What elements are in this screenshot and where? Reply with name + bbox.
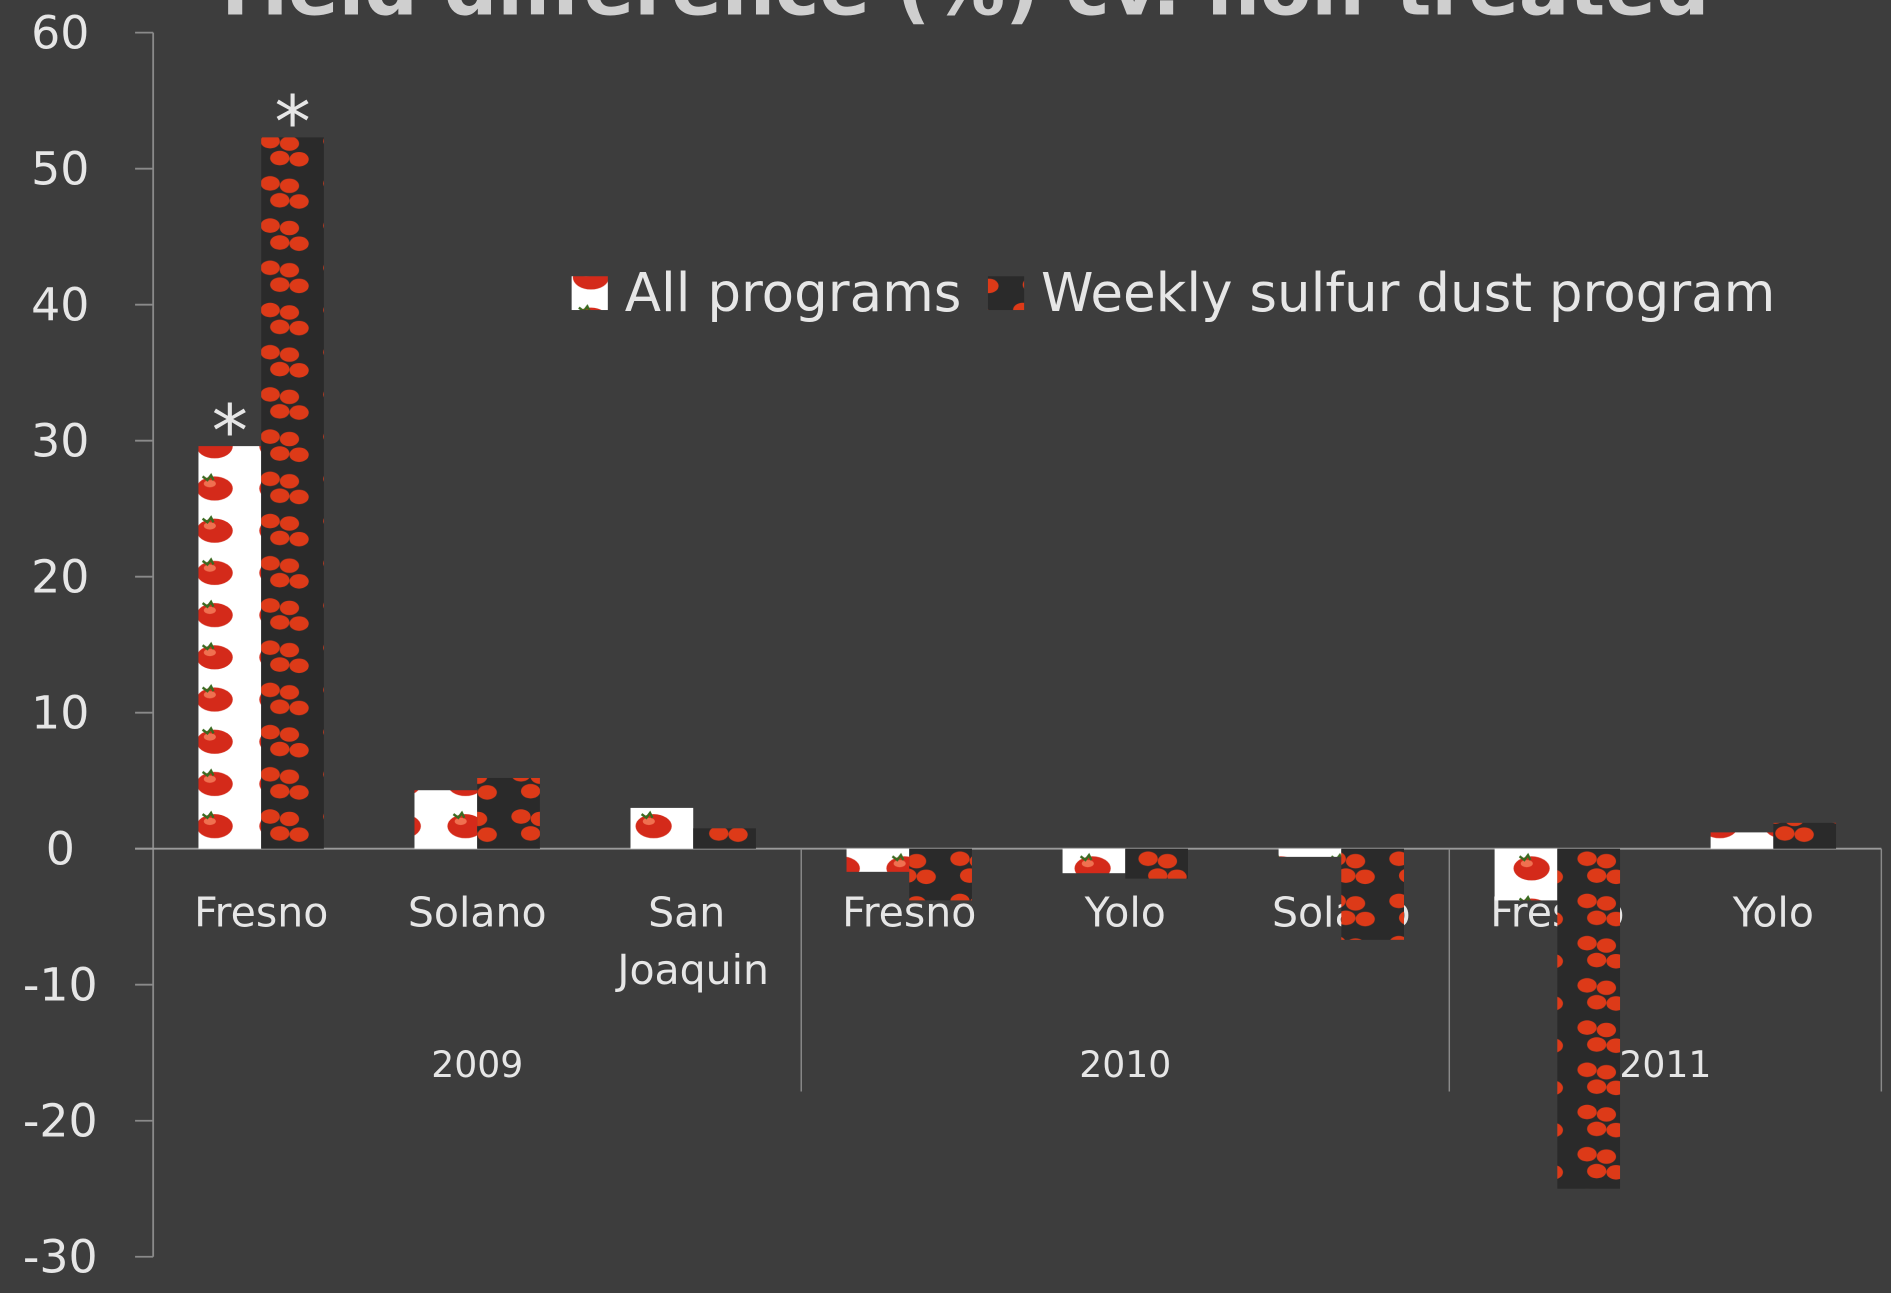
x-tick-label: San Joaquin (614, 888, 769, 994)
legend-swatch (572, 276, 608, 310)
bar (261, 137, 324, 848)
chart: Yield difference (%) cv. non-treated -30… (0, 0, 1891, 1293)
x-tick-label: Yolo (1732, 888, 1814, 936)
bar (693, 828, 756, 848)
bar (1495, 849, 1558, 901)
bar (1063, 849, 1126, 873)
bar (477, 778, 540, 849)
y-tick-label: 60 (31, 5, 89, 59)
y-tick-label: 50 (31, 141, 89, 195)
bar (631, 808, 694, 849)
bar (1773, 823, 1836, 849)
group-label: 2011 (1619, 1043, 1711, 1086)
bar (1341, 849, 1404, 940)
bar (1279, 849, 1342, 857)
y-tick-label: -20 (23, 1093, 98, 1147)
y-tick-label: 40 (31, 277, 89, 331)
x-tick-label: Solano (408, 888, 547, 936)
y-tick-label: -10 (23, 957, 98, 1011)
y-tick-label: 10 (31, 685, 89, 739)
chart-title: Yield difference (%) cv. non-treated (207, 0, 1709, 33)
page: {"chart_data": { "type": "bar", "title":… (0, 0, 1891, 1293)
y-tick-label: 20 (31, 549, 89, 603)
bar (1711, 832, 1774, 848)
bar (414, 790, 477, 848)
bar (1557, 849, 1620, 1189)
group-label: 2010 (1079, 1043, 1171, 1086)
bar (1125, 849, 1188, 879)
bar (198, 446, 261, 849)
legend-label: All programs (625, 262, 962, 324)
y-tick-label: 0 (46, 821, 75, 875)
y-tick-label: -30 (23, 1229, 98, 1283)
group-label: 2009 (431, 1043, 523, 1086)
bar (847, 849, 910, 872)
x-tick-label: Fresno (194, 888, 328, 936)
legend-label: Weekly sulfur dust program (1041, 262, 1775, 324)
y-tick-label: 30 (31, 413, 89, 467)
annotation: * (274, 81, 310, 165)
annotation: * (212, 390, 248, 474)
legend-swatch (988, 276, 1024, 310)
x-tick-label: Yolo (1084, 888, 1166, 936)
bar (909, 849, 972, 901)
